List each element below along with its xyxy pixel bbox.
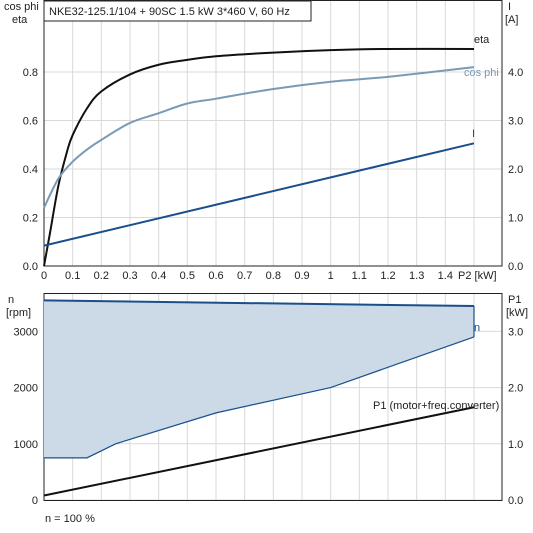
current-line — [43, 142, 475, 247]
top-right-y-ticks: 0.0 1.0 2.0 3.0 4.0 — [508, 67, 523, 273]
cos-phi-series-label: cos phi — [464, 67, 499, 79]
top-left-y-tick-label: 0.0 — [23, 261, 38, 273]
chart-title: NKE32-125.1/104 + 90SC 1.5 kW 3*460 V, 6… — [49, 6, 290, 18]
top-x-tick-label: 0.7 — [237, 270, 252, 282]
top-series — [43, 47, 475, 267]
top-x-tick-label: 0.9 — [294, 270, 309, 282]
top-right-y-tick-label: 3.0 — [508, 116, 523, 128]
bottom-right-y-tick-label: 1.0 — [508, 439, 523, 451]
top-left-y-tick-label: 0.8 — [23, 67, 38, 79]
bottom-left-y-tick-label: 3000 — [14, 326, 38, 338]
bottom-right-y-tick-label: 2.0 — [508, 383, 523, 395]
top-x-tick-label: 0.4 — [151, 270, 166, 282]
top-left-axis-label-line2: eta — [12, 14, 28, 26]
top-right-y-tick-label: 1.0 — [508, 213, 523, 225]
top-x-tick-label: 1 — [328, 270, 334, 282]
bottom-left-axis-label-line1: n — [8, 294, 14, 306]
bottom-right-y-tick-label: 0.0 — [508, 495, 523, 507]
title-box — [43, 0, 312, 22]
top-x-tick-label: 1.2 — [380, 270, 395, 282]
top-x-tick-label: 0.6 — [208, 270, 223, 282]
p1-series-label: P1 (motor+freq.converter) — [373, 400, 499, 412]
top-grid — [44, 1, 502, 267]
bottom-right-y-ticks: 0.0 1.0 2.0 3.0 — [508, 326, 523, 507]
speed-max-line — [43, 299, 475, 308]
top-left-y-tick-label: 0.6 — [23, 116, 38, 128]
bottom-left-axis-label-line2: [rpm] — [6, 307, 31, 319]
bottom-right-axis-label-line2: [kW] — [506, 307, 528, 319]
bottom-panel: n [rpm] P1 [kW] 0 1000 2000 3000 0.0 1.0 2.0 3… — [6, 293, 528, 525]
top-right-y-tick-label: 4.0 — [508, 67, 523, 79]
top-x-tick-label: 0.1 — [65, 270, 80, 282]
top-x-tick-label: 0.5 — [180, 270, 195, 282]
speed-series-label: n — [474, 322, 480, 334]
bottom-left-y-tick-label: 1000 — [14, 439, 38, 451]
bottom-right-axis-label-line1: P1 — [508, 294, 521, 306]
top-x-tick-label: 0 — [41, 270, 47, 282]
p1-line — [43, 406, 475, 497]
top-x-tick-label: 0.2 — [94, 270, 109, 282]
bottom-series — [43, 299, 475, 497]
top-panel: cos phi eta I [A] NKE32-125.1/104 + 90SC… — [4, 0, 523, 282]
eta-series-label: eta — [474, 34, 490, 46]
top-left-y-ticks: 0.0 0.2 0.4 0.6 0.8 — [23, 67, 38, 273]
top-right-axis-label-line1: I — [508, 1, 511, 13]
speed-min-line — [44, 336, 475, 459]
top-right-axis-label-line2: [A] — [505, 14, 518, 26]
bottom-left-y-tick-label: 0 — [32, 495, 38, 507]
bottom-left-y-tick-label: 2000 — [14, 383, 38, 395]
top-x-ticks: 0 0.1 0.2 0.3 0.4 0.5 0.6 0.7 0.8 0.9 1 1.1 1.2 1.3 1.… — [41, 270, 453, 282]
top-right-y-tick-label: 0.0 — [508, 261, 523, 273]
top-x-axis-label: P2 [kW] — [458, 270, 497, 282]
top-x-tick-label: 0.8 — [266, 270, 281, 282]
eta-line — [43, 47, 475, 267]
bottom-right-y-tick-label: 3.0 — [508, 326, 523, 338]
top-x-tick-label: 1.1 — [352, 270, 367, 282]
top-x-tick-label: 1.4 — [438, 270, 453, 282]
speed-footnote: n = 100 % — [45, 513, 95, 525]
speed-range-area — [44, 300, 474, 458]
top-left-axis-label-line1: cos phi — [4, 1, 39, 13]
top-x-tick-label: 1.3 — [409, 270, 424, 282]
cos-phi-line — [43, 66, 475, 209]
top-right-y-tick-label: 2.0 — [508, 164, 523, 176]
bottom-left-y-ticks: 0 1000 2000 3000 — [14, 326, 38, 507]
top-left-y-tick-label: 0.4 — [23, 164, 38, 176]
top-left-y-tick-label: 0.2 — [23, 213, 38, 225]
current-series-label: I — [472, 128, 475, 140]
top-x-tick-label: 0.3 — [122, 270, 137, 282]
